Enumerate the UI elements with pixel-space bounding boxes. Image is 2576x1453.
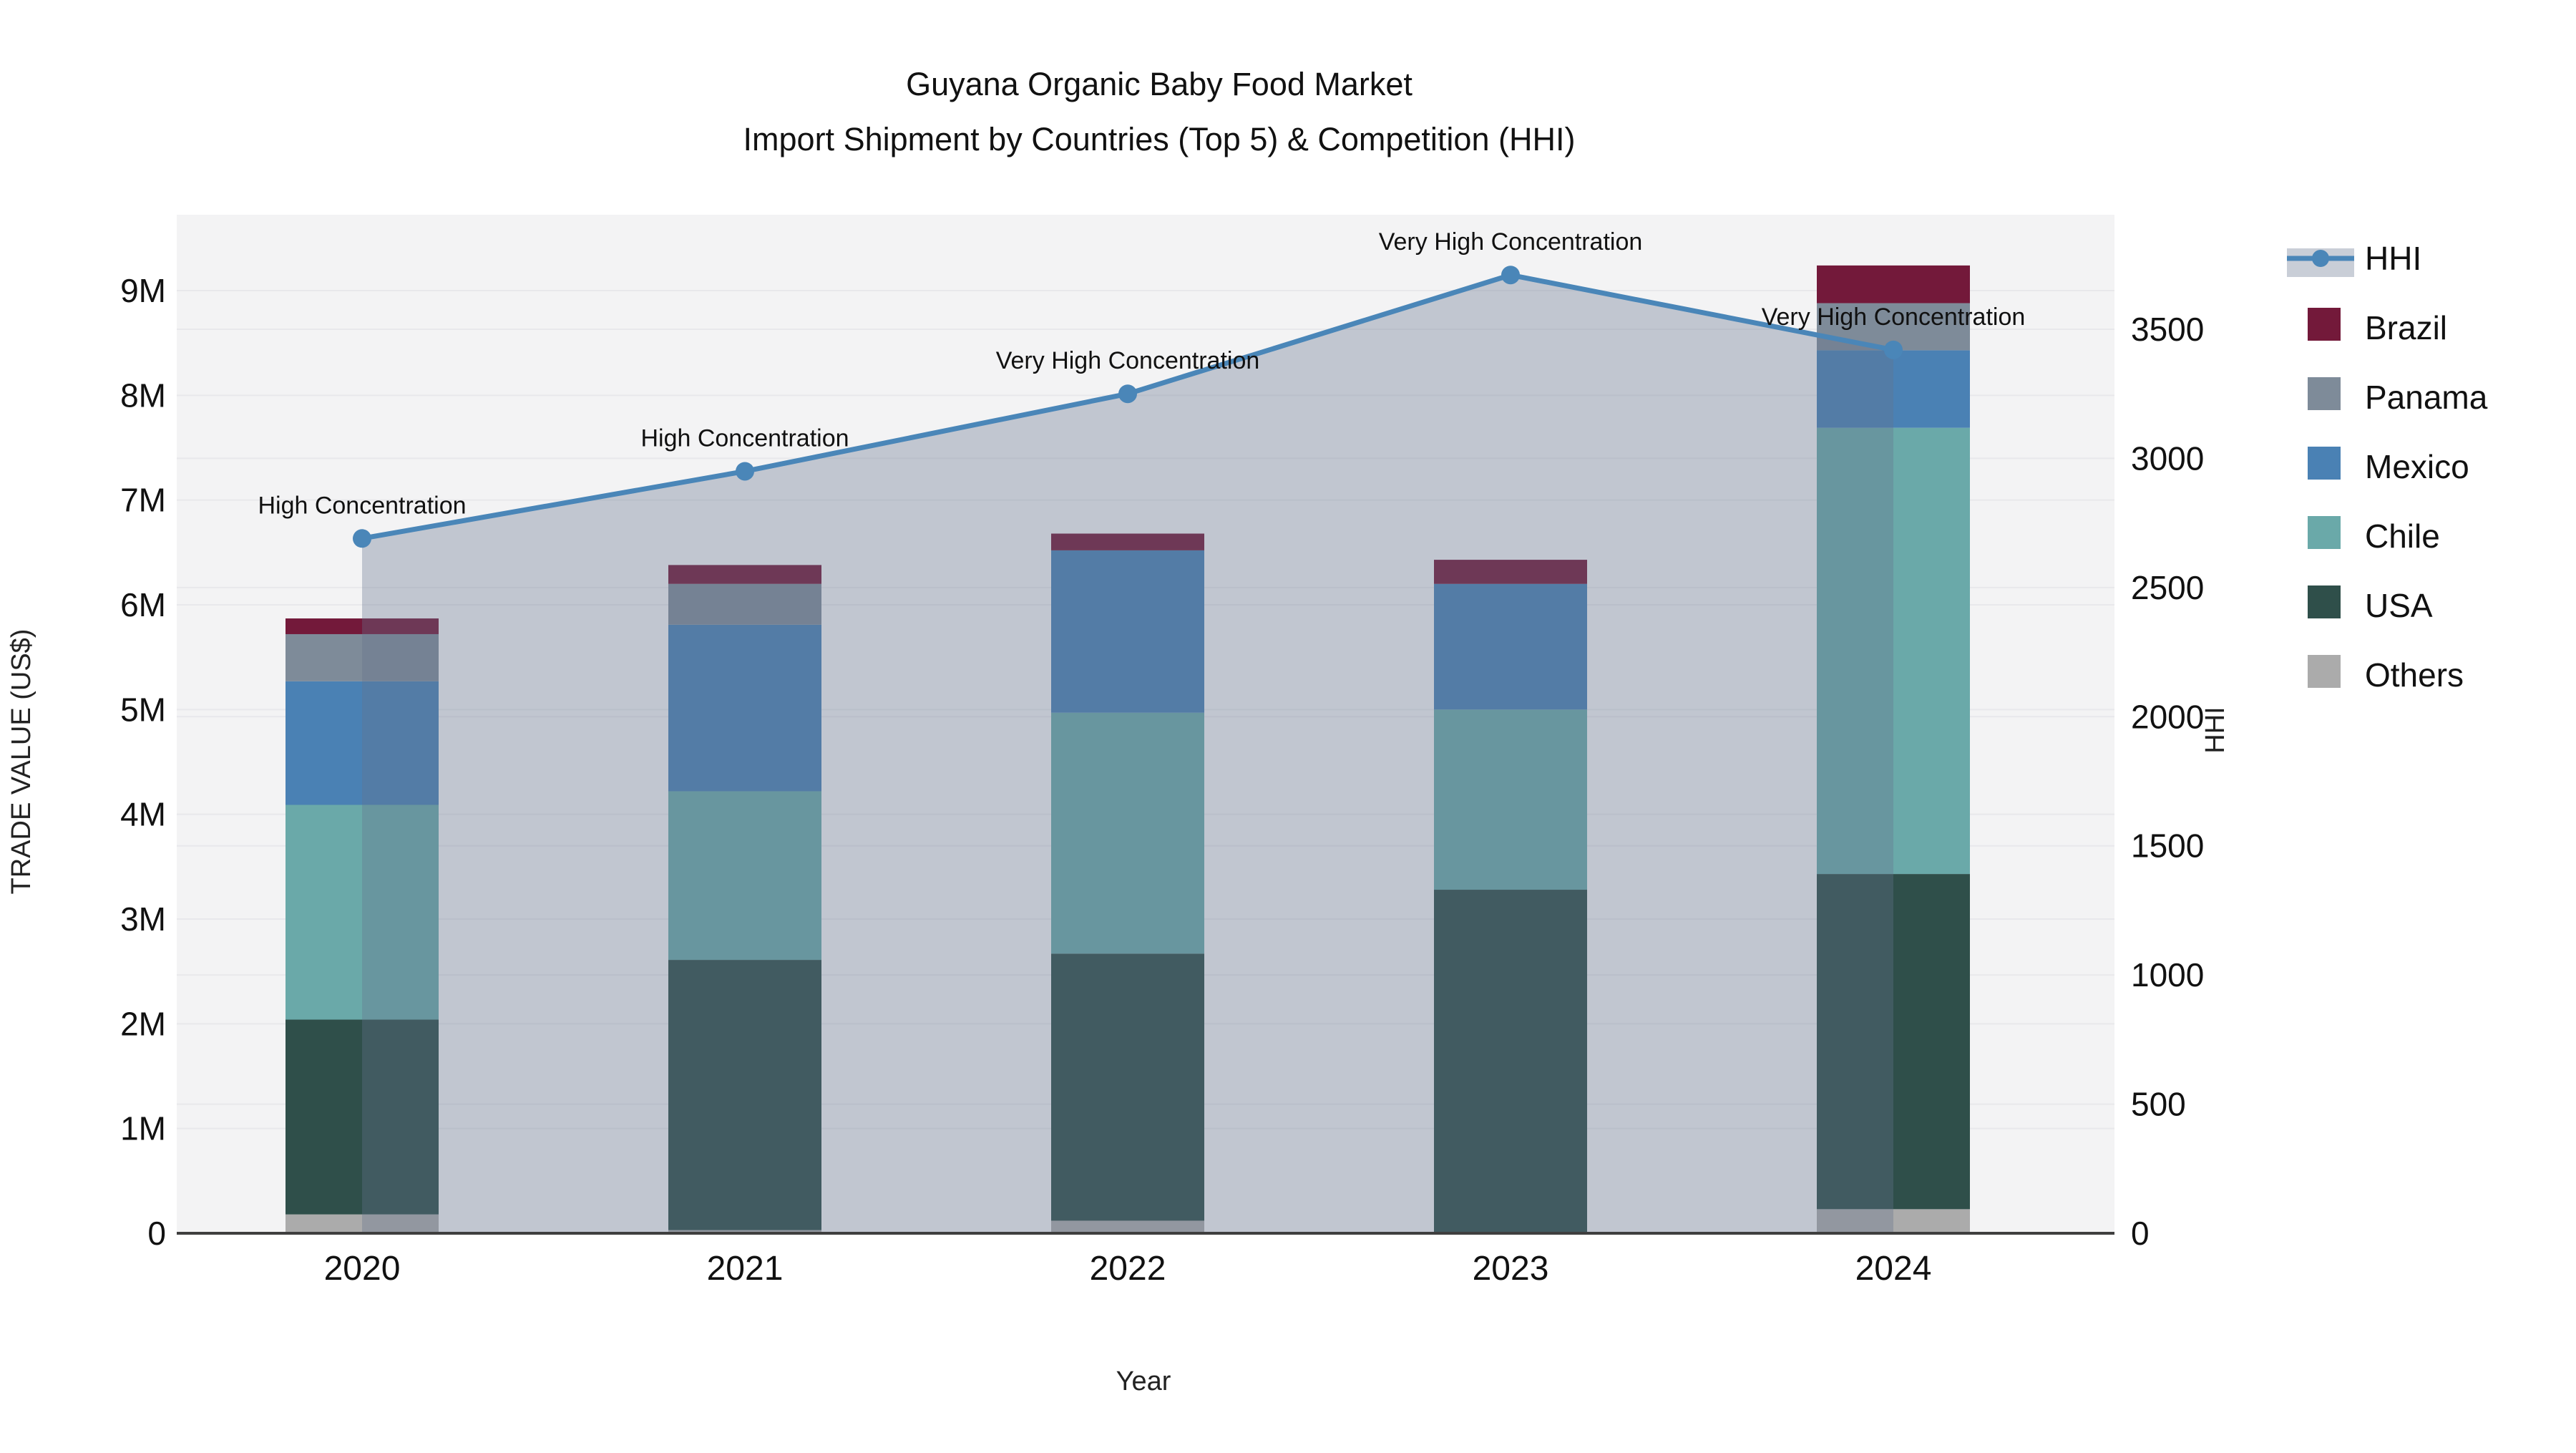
hhi-dot-2021 [736, 462, 754, 481]
hhi-dot-2023 [1501, 266, 1520, 285]
bar-segment-others-2024 [1817, 1209, 1970, 1233]
bar-segment-chile-2024 [1817, 427, 1970, 875]
legend-item-usa[interactable]: USA [2308, 585, 2433, 624]
bar-segment-others-2021 [668, 1230, 821, 1233]
bar-segment-mexico-2023 [1434, 583, 1587, 710]
legend-label-others: Others [2365, 656, 2464, 694]
y-axis-right-title: HHI [2200, 706, 2230, 753]
legend-label-chile: Chile [2365, 517, 2440, 555]
legend-item-others[interactable]: Others [2308, 655, 2464, 694]
bar-segment-panama-2020 [286, 633, 439, 681]
y-left-tick-5M: 5M [120, 691, 166, 728]
y-left-tick-9M: 9M [120, 272, 166, 309]
y-left-tick-6M: 6M [120, 586, 166, 623]
legend-item-chile[interactable]: Chile [2308, 516, 2440, 555]
bar-segment-usa-2022 [1051, 953, 1204, 1221]
annotation-2021: High Concentration [640, 424, 849, 452]
legend-item-brazil[interactable]: Brazil [2308, 308, 2447, 346]
bar-segment-others-2020 [286, 1214, 439, 1233]
hhi-dot-swatch [2312, 250, 2329, 267]
legend-label-usa: USA [2365, 587, 2433, 624]
legend-swatch-mexico [2308, 447, 2341, 480]
x-tick-2024: 2024 [1855, 1250, 1932, 1288]
y-left-tick-1M: 1M [120, 1110, 166, 1147]
x-tick-2020: 2020 [324, 1250, 401, 1288]
legend-swatch-chile [2308, 516, 2341, 549]
y-right-tick-2500: 2500 [2131, 569, 2204, 606]
bar-segment-usa-2024 [1817, 874, 1970, 1210]
bar-segment-chile-2020 [286, 805, 439, 1020]
y-right-tick-0: 0 [2131, 1215, 2150, 1252]
y-right-tick-1500: 1500 [2131, 827, 2204, 865]
legend-swatch-others [2308, 655, 2341, 688]
y-left-tick-8M: 8M [120, 376, 166, 414]
bar-segment-mexico-2022 [1051, 550, 1204, 713]
chart-title-line1: Guyana Organic Baby Food Market [906, 66, 1413, 102]
y-right-tick-1000: 1000 [2131, 956, 2204, 993]
bar-segment-brazil-2020 [286, 618, 439, 634]
bar-segment-usa-2020 [286, 1019, 439, 1215]
bar-segment-brazil-2023 [1434, 560, 1587, 584]
bar-segment-usa-2021 [668, 960, 821, 1230]
legend-item-hhi[interactable]: HHI [2287, 240, 2421, 277]
x-axis-title: Year [1116, 1366, 1171, 1396]
bar-segment-brazil-2021 [668, 565, 821, 584]
bar-segment-mexico-2024 [1817, 350, 1970, 428]
x-tick-2023: 2023 [1473, 1250, 1549, 1288]
annotation-2024: Very High Concentration [1762, 303, 2026, 331]
bar-segment-usa-2023 [1434, 890, 1587, 1233]
y-right-tick-3000: 3000 [2131, 439, 2204, 477]
legend-item-mexico[interactable]: Mexico [2308, 447, 2469, 485]
chart-title-line2: Import Shipment by Countries (Top 5) & C… [743, 121, 1576, 157]
legend-label-brazil: Brazil [2365, 309, 2447, 346]
y-axis-left-title: TRADE VALUE (US$) [6, 629, 36, 895]
legend-label-hhi: HHI [2365, 240, 2421, 277]
hhi-line [353, 266, 1903, 548]
y-left-tick-0: 0 [147, 1215, 166, 1252]
annotation-2020: High Concentration [258, 492, 466, 519]
annotation-2023: Very High Concentration [1379, 228, 1643, 256]
x-tick-2021: 2021 [707, 1250, 784, 1288]
legend-label-mexico: Mexico [2365, 448, 2469, 485]
annotations: High Concentration High Concentration Very… [258, 228, 2025, 519]
legend-item-panama[interactable]: Panama [2308, 377, 2488, 416]
bar-segment-brazil-2022 [1051, 533, 1204, 550]
hhi-area-fill [362, 275, 1893, 1234]
hhi-dot-2022 [1118, 384, 1137, 404]
legend-label-panama: Panama [2365, 379, 2488, 416]
hhi-area [362, 275, 1893, 1234]
x-tick-2022: 2022 [1090, 1250, 1166, 1288]
y-left-tick-2M: 2M [120, 1005, 166, 1042]
bar-segment-panama-2021 [668, 583, 821, 625]
bar-segment-brazil-2024 [1817, 265, 1970, 303]
legend-swatch-usa [2308, 585, 2341, 618]
y-left-tick-4M: 4M [120, 796, 166, 833]
stacked-bars [286, 265, 1970, 1233]
y-right-tick-3500: 3500 [2131, 311, 2204, 348]
hhi-dot-2024 [1884, 340, 1903, 359]
bar-segment-mexico-2021 [668, 624, 821, 792]
legend-swatch-brazil [2308, 308, 2341, 341]
bar-segment-others-2022 [1051, 1220, 1204, 1233]
legend-swatch-panama [2308, 377, 2341, 410]
y-left-tick-7M: 7M [120, 482, 166, 519]
bar-segment-mexico-2020 [286, 681, 439, 805]
legend: HHI Brazil Panama Mexico Chile USA Others [2287, 240, 2488, 694]
bar-segment-chile-2022 [1051, 712, 1204, 954]
bar-segment-chile-2021 [668, 791, 821, 961]
axis-tick-labels: 0 1M 2M 3M 4M 5M 6M 7M 8M 9M 0 500 1000 1500 2000 2500 3… [120, 272, 2204, 1288]
y-right-tick-500: 500 [2131, 1086, 2186, 1123]
bar-segment-chile-2023 [1434, 709, 1587, 890]
y-right-tick-2000: 2000 [2131, 698, 2204, 735]
hhi-dot-2020 [353, 529, 371, 548]
annotation-2022: Very High Concentration [996, 347, 1260, 374]
y-left-tick-3M: 3M [120, 900, 166, 938]
